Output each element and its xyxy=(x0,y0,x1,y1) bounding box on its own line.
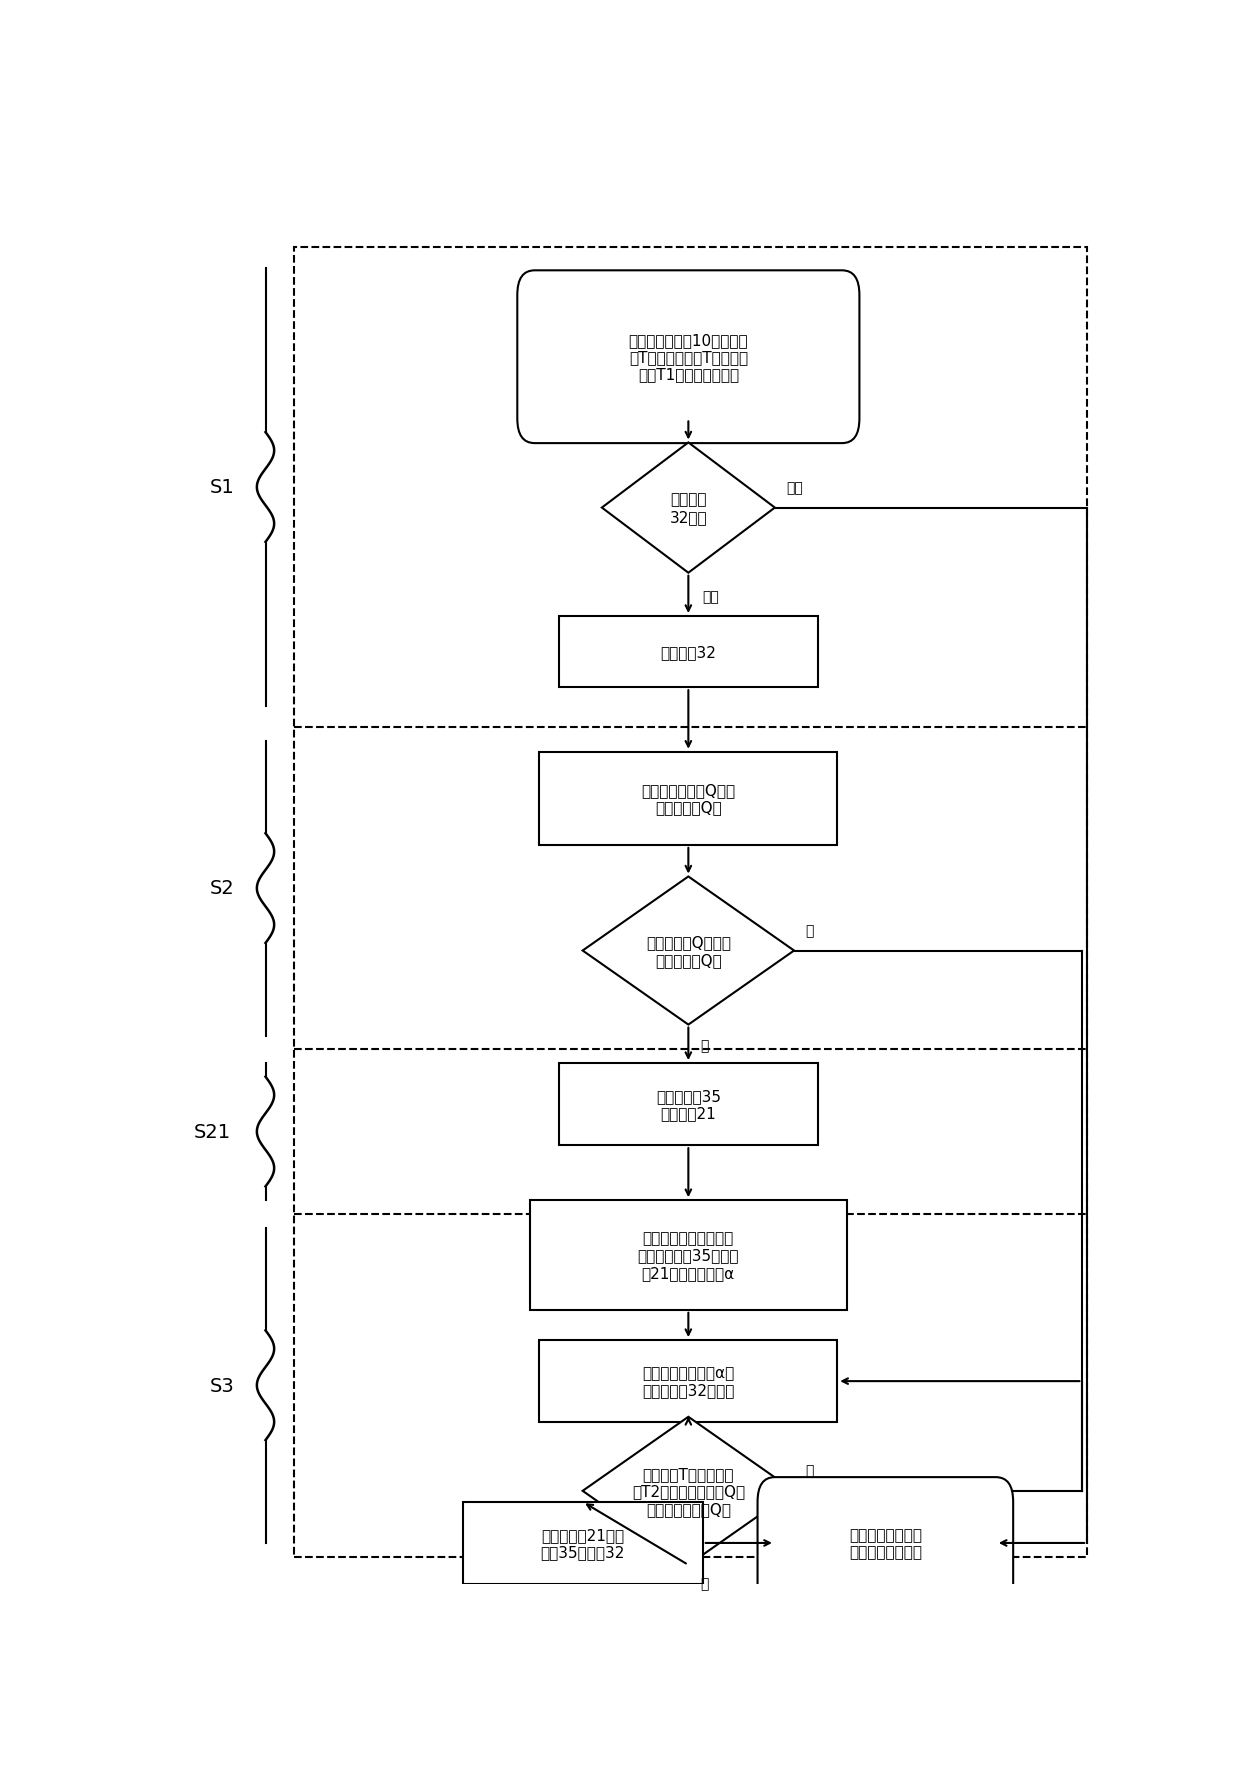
Bar xyxy=(294,247,1087,1558)
Bar xyxy=(539,753,837,845)
Bar xyxy=(463,1502,703,1584)
Text: 是: 是 xyxy=(699,1040,708,1052)
Text: 电池温度T低于关闭温
度T2或者当前发热量Q实
小于自然散热量Q自: 电池温度T低于关闭温 度T2或者当前发热量Q实 小于自然散热量Q自 xyxy=(632,1467,745,1517)
Text: 关闭压缩机21、电
磁阈35和水泵32: 关闭压缩机21、电 磁阈35和水泵32 xyxy=(541,1527,625,1559)
Text: 检测动力蓄电氁10的电池温
度T，当电池温度T大于启动
温度T1时，执行下一步: 检测动力蓄电氁10的电池温 度T，当电池温度T大于启动 温度T1时，执行下一步 xyxy=(629,333,748,383)
Bar xyxy=(539,1340,837,1422)
Text: 检测水泵
32状态: 检测水泵 32状态 xyxy=(670,491,707,525)
Text: S3: S3 xyxy=(210,1376,234,1396)
FancyBboxPatch shape xyxy=(758,1477,1013,1609)
Text: 上报相关故障、延
迟开启和关闭信息: 上报相关故障、延 迟开启和关闭信息 xyxy=(849,1527,921,1559)
Text: S2: S2 xyxy=(210,879,234,897)
Text: 否: 否 xyxy=(806,1463,813,1477)
Text: 是: 是 xyxy=(699,1575,708,1590)
Bar xyxy=(559,616,818,687)
Polygon shape xyxy=(583,878,794,1025)
Polygon shape xyxy=(583,1417,794,1565)
Text: 否: 否 xyxy=(806,924,813,938)
Text: S21: S21 xyxy=(195,1123,231,1141)
Text: 根据所述冷却系数α调
节所述水泵32的流量: 根据所述冷却系数α调 节所述水泵32的流量 xyxy=(642,1365,734,1397)
Text: 计算当前发热量Q实和
自然散热量Q自: 计算当前发热量Q实和 自然散热量Q自 xyxy=(641,783,735,815)
Polygon shape xyxy=(601,443,775,573)
Bar xyxy=(559,1063,818,1146)
Bar xyxy=(529,1200,847,1310)
Text: 开启水泵32: 开启水泵32 xyxy=(661,644,717,660)
Text: 计算动力电池热管理系
统开启电磁阈35和压缩
机21后的冷却系数α: 计算动力电池热管理系 统开启电磁阈35和压缩 机21后的冷却系数α xyxy=(637,1230,739,1280)
Text: 开启电磁阈35
和压缩机21: 开启电磁阈35 和压缩机21 xyxy=(656,1088,720,1121)
Text: 正常: 正常 xyxy=(703,589,719,603)
FancyBboxPatch shape xyxy=(517,271,859,443)
Text: 故障: 故障 xyxy=(786,481,804,495)
Text: 当前发热量Q实大于
自然散热量Q自: 当前发热量Q实大于 自然散热量Q自 xyxy=(646,934,730,967)
Text: S1: S1 xyxy=(210,479,234,497)
